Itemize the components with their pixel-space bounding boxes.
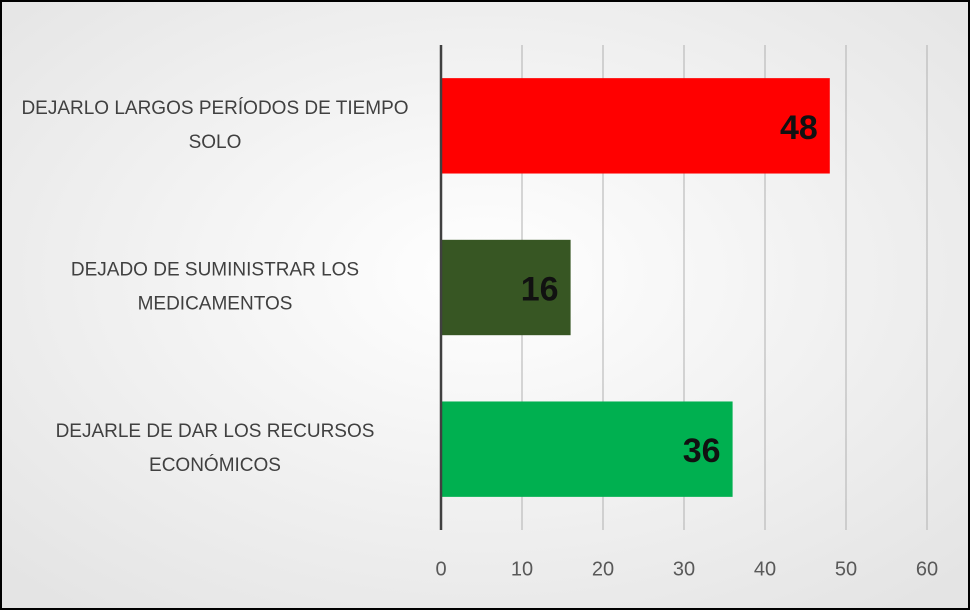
y-tick-label: DEJARLO LARGOS PERÍODOS DE TIEMPO	[21, 98, 408, 119]
y-tick-label: DEJARLE DE DAR LOS RECURSOS	[56, 421, 375, 442]
x-tick-label: 0	[435, 558, 446, 580]
x-tick-label: 10	[511, 558, 533, 580]
x-tick-label: 50	[835, 558, 857, 580]
x-tick-label: 20	[592, 558, 614, 580]
y-tick-label: MEDICAMENTOS	[138, 294, 293, 315]
data-label: 16	[521, 270, 559, 308]
bar	[441, 239, 571, 336]
data-label: 48	[780, 109, 818, 147]
x-tick-label: 30	[673, 558, 695, 580]
data-label: 36	[683, 432, 721, 470]
bar	[441, 78, 830, 174]
x-tick-label: 40	[754, 558, 776, 580]
y-tick-label: SOLO	[189, 132, 242, 153]
y-tick-label: DEJADO DE SUMINISTRAR LOS	[71, 260, 359, 281]
y-tick-label: ECONÓMICOS	[149, 454, 281, 476]
x-tick-label: 60	[916, 558, 938, 580]
bar	[441, 401, 733, 497]
